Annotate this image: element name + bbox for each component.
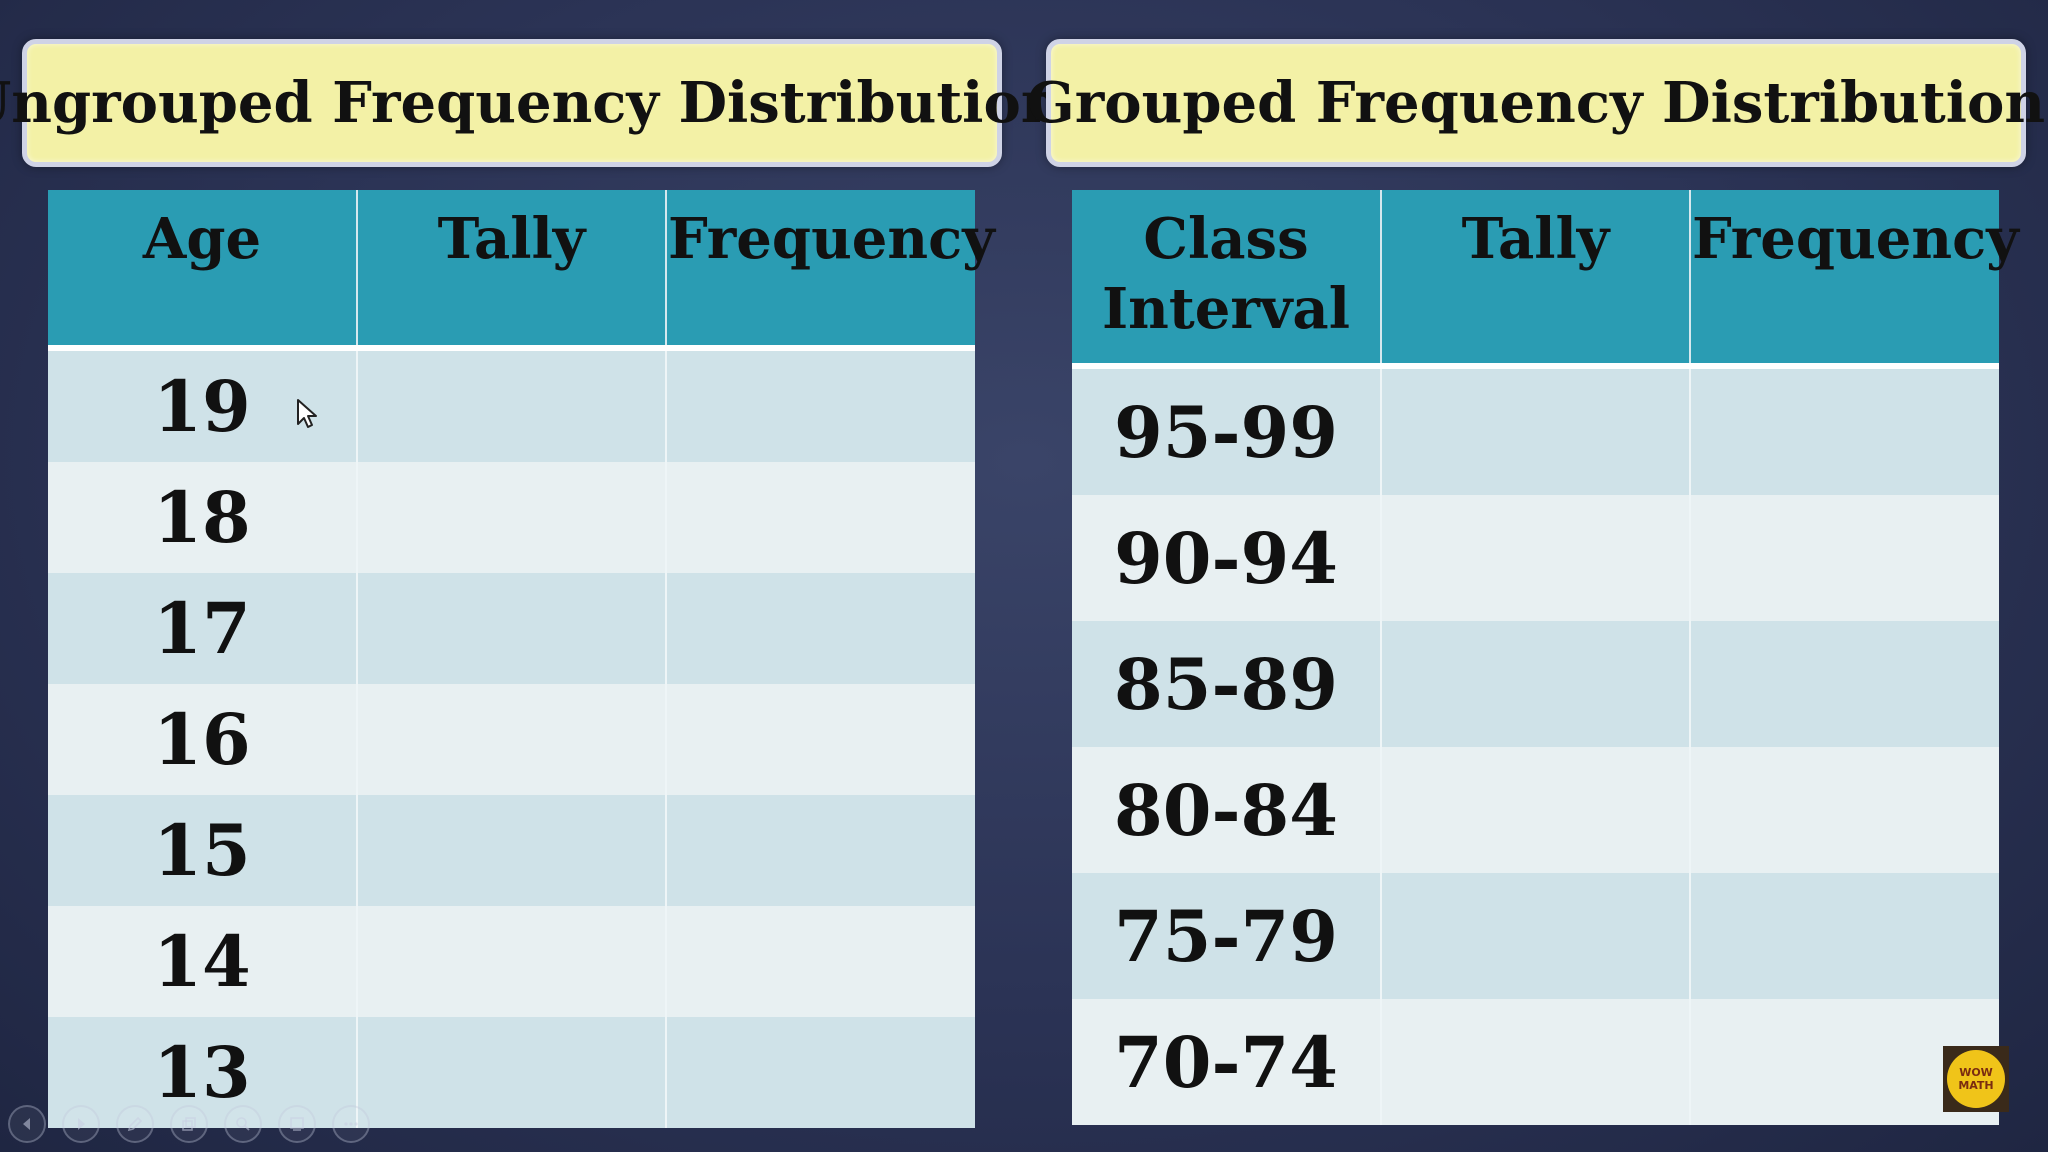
frequency-cell <box>1690 495 1999 621</box>
column-header-age: Age <box>48 190 358 351</box>
copy-icon[interactable] <box>170 1105 208 1143</box>
tally-cell <box>357 795 667 906</box>
frequency-cell <box>1690 747 1999 873</box>
class-interval-cell: 80-84 <box>1072 747 1382 873</box>
age-cell: 17 <box>48 573 358 684</box>
mouse-cursor-icon <box>297 399 317 428</box>
logo-badge: WOW MATH <box>1947 1050 2005 1108</box>
tally-cell <box>357 462 667 573</box>
frequency-cell <box>666 1017 975 1128</box>
table-row: 90-94 <box>1072 495 1999 621</box>
grouped-table: Class Interval Tally Frequency 95-99 90-… <box>1072 190 2019 1125</box>
age-cell: 13 <box>48 1017 358 1128</box>
tally-cell <box>1381 873 1691 999</box>
grouped-header-row: Class Interval Tally Frequency <box>1072 190 2019 369</box>
frequency-cell <box>1690 366 1999 495</box>
table-row: 13 <box>48 1017 975 1128</box>
grouped-title-banner: Grouped Frequency Distribution <box>1027 39 2045 167</box>
frequency-cell <box>666 795 975 906</box>
logo-line2: MATH <box>1958 1079 1994 1092</box>
tally-cell <box>1381 747 1691 873</box>
frequency-cell <box>666 573 975 684</box>
table-row: 16 <box>48 684 975 795</box>
tally-cell <box>357 684 667 795</box>
age-cell: 15 <box>48 795 358 906</box>
class-interval-cell: 95-99 <box>1072 366 1382 495</box>
class-interval-cell: 90-94 <box>1072 495 1382 621</box>
frequency-cell <box>666 348 975 462</box>
age-cell: 14 <box>48 906 358 1017</box>
table-row: 75-79 <box>1072 873 1999 999</box>
table-row: 85-89 <box>1072 621 1999 747</box>
zoom-icon[interactable] <box>224 1105 262 1143</box>
next-icon[interactable] <box>62 1105 100 1143</box>
table-row: 17 <box>48 573 975 684</box>
pen-icon[interactable] <box>116 1105 154 1143</box>
class-interval-cell: 75-79 <box>1072 873 1382 999</box>
more-icon[interactable] <box>332 1105 370 1143</box>
age-cell: 18 <box>48 462 358 573</box>
ungrouped-title-banner: Ungrouped Frequency Distribution <box>0 39 1062 167</box>
tally-cell <box>357 348 667 462</box>
age-cell: 19 <box>48 348 358 462</box>
frequency-cell <box>1690 621 1999 747</box>
frequency-cell <box>666 906 975 1017</box>
column-header-frequency: Frequency <box>1690 190 2019 369</box>
tally-cell <box>1381 621 1691 747</box>
slides-icon[interactable] <box>278 1105 316 1143</box>
column-header-tally: Tally <box>357 190 667 351</box>
table-row: 14 <box>48 906 975 1017</box>
table-row: 15 <box>48 795 975 906</box>
table-row: 95-99 <box>1072 366 1999 495</box>
frequency-cell <box>666 684 975 795</box>
table-row: 70-74 <box>1072 999 1999 1125</box>
frequency-cell <box>666 462 975 573</box>
ungrouped-table: Age Tally Frequency 19 18 17 16 15 <box>48 190 995 1128</box>
tally-cell <box>1381 366 1691 495</box>
table-row: 19 <box>48 348 975 462</box>
wow-math-logo: WOW MATH <box>1943 1046 2009 1112</box>
age-cell: 16 <box>48 684 358 795</box>
table-row: 18 <box>48 462 975 573</box>
column-header-tally: Tally <box>1381 190 1691 369</box>
logo-line1: WOW <box>1959 1066 1993 1079</box>
ungrouped-title: Ungrouped Frequency Distribution <box>0 70 1062 136</box>
presentation-toolbar <box>8 1105 370 1143</box>
frequency-cell <box>1690 873 1999 999</box>
tally-cell <box>357 906 667 1017</box>
ungrouped-header-row: Age Tally Frequency <box>48 190 995 351</box>
column-header-class-interval: Class Interval <box>1072 190 1382 369</box>
class-interval-cell: 85-89 <box>1072 621 1382 747</box>
column-header-frequency: Frequency <box>666 190 995 351</box>
tally-cell <box>1381 999 1691 1125</box>
previous-icon[interactable] <box>8 1105 46 1143</box>
grouped-title: Grouped Frequency Distribution <box>1026 70 2046 136</box>
tally-cell <box>357 1017 667 1128</box>
tally-cell <box>1381 495 1691 621</box>
tally-cell <box>357 573 667 684</box>
class-interval-cell: 70-74 <box>1072 999 1382 1125</box>
table-row: 80-84 <box>1072 747 1999 873</box>
